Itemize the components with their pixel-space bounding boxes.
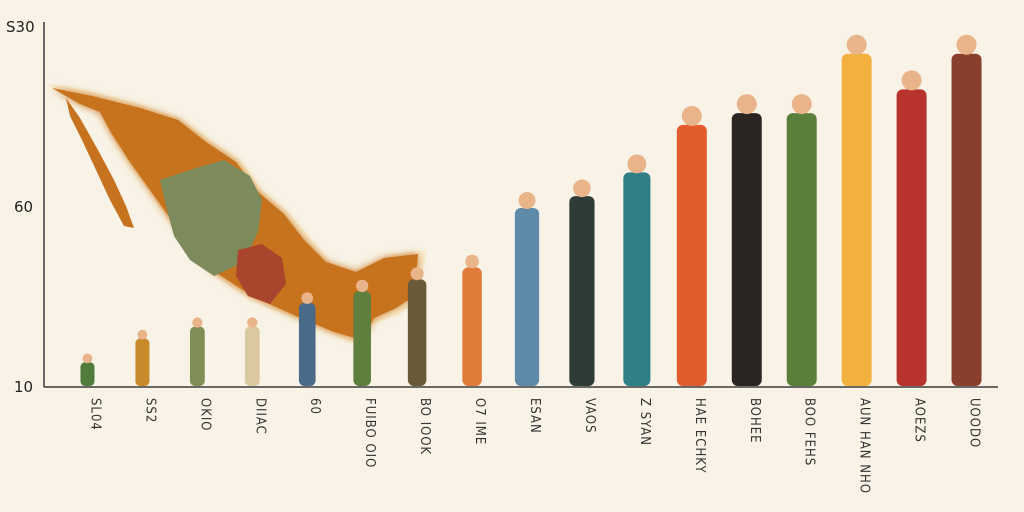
bar-4 [244, 326, 260, 386]
bar-3 [189, 326, 205, 386]
y-tick-label-top: S30 [6, 18, 35, 36]
bar-12 [676, 124, 707, 386]
bar-10 [569, 196, 595, 386]
bar-17 [951, 53, 982, 386]
bar-head-9 [518, 192, 536, 210]
bar-7 [407, 279, 427, 386]
y-tick-label-bottom: 10 [14, 378, 33, 396]
x-tick-label: BOO FEHS [802, 398, 817, 466]
x-tick-label: SS2 [142, 398, 157, 423]
bar-head-13 [736, 94, 757, 115]
x-tick-label: FUIBO OIO [362, 398, 377, 468]
x-tick-label: AUN HAN NHO [857, 398, 872, 494]
bar-9 [514, 208, 540, 386]
bar-13 [731, 113, 762, 387]
x-tick-label: Z SYAN [637, 398, 652, 446]
x-tick-label: OKIO [197, 398, 212, 432]
bar-16 [896, 89, 927, 386]
x-tick-label: DIIAC [252, 398, 267, 435]
bar-head-2 [137, 329, 148, 340]
y-tick-label-middle: 60 [14, 198, 33, 216]
bar-head-11 [627, 154, 647, 174]
bar-head-15 [846, 34, 867, 55]
bar-1 [80, 362, 95, 386]
bar-head-12 [681, 105, 702, 126]
bar-15 [841, 53, 872, 386]
x-tick-label: ESAN [527, 398, 542, 434]
x-tick-label: AOEZS [912, 398, 927, 443]
bar-2 [135, 338, 150, 386]
bar-head-14 [791, 94, 812, 115]
bar-head-7 [410, 267, 424, 281]
map-illustration [46, 84, 426, 346]
bar-head-6 [356, 279, 369, 293]
x-tick-label: 60 [307, 398, 322, 415]
map-accent-region [236, 244, 286, 304]
map-inner-region [160, 160, 262, 276]
bar-head-1 [82, 353, 93, 364]
bar-8 [462, 267, 482, 386]
x-tick-label: SL04 [87, 398, 102, 431]
x-tick-label: VAOS [582, 398, 597, 434]
x-tick-label: BOHEE [747, 398, 762, 444]
x-tick-label: O7 IME [472, 398, 487, 445]
x-tick-label: HAE ECHKY [692, 398, 707, 474]
bar-11 [623, 172, 651, 386]
bar-head-4 [247, 317, 258, 328]
x-tick-label: BO IOOK [417, 398, 432, 455]
bar-14 [786, 113, 817, 387]
map-peninsula [66, 98, 134, 228]
bar-head-10 [573, 179, 591, 198]
bar-head-3 [192, 317, 203, 328]
bar-head-5 [301, 292, 314, 304]
bar-6 [353, 291, 371, 386]
bar-head-17 [956, 34, 977, 55]
bar-head-16 [901, 70, 922, 91]
bar-head-8 [465, 254, 479, 269]
bar-5 [298, 302, 316, 386]
x-tick-label: UOODO [967, 398, 982, 448]
